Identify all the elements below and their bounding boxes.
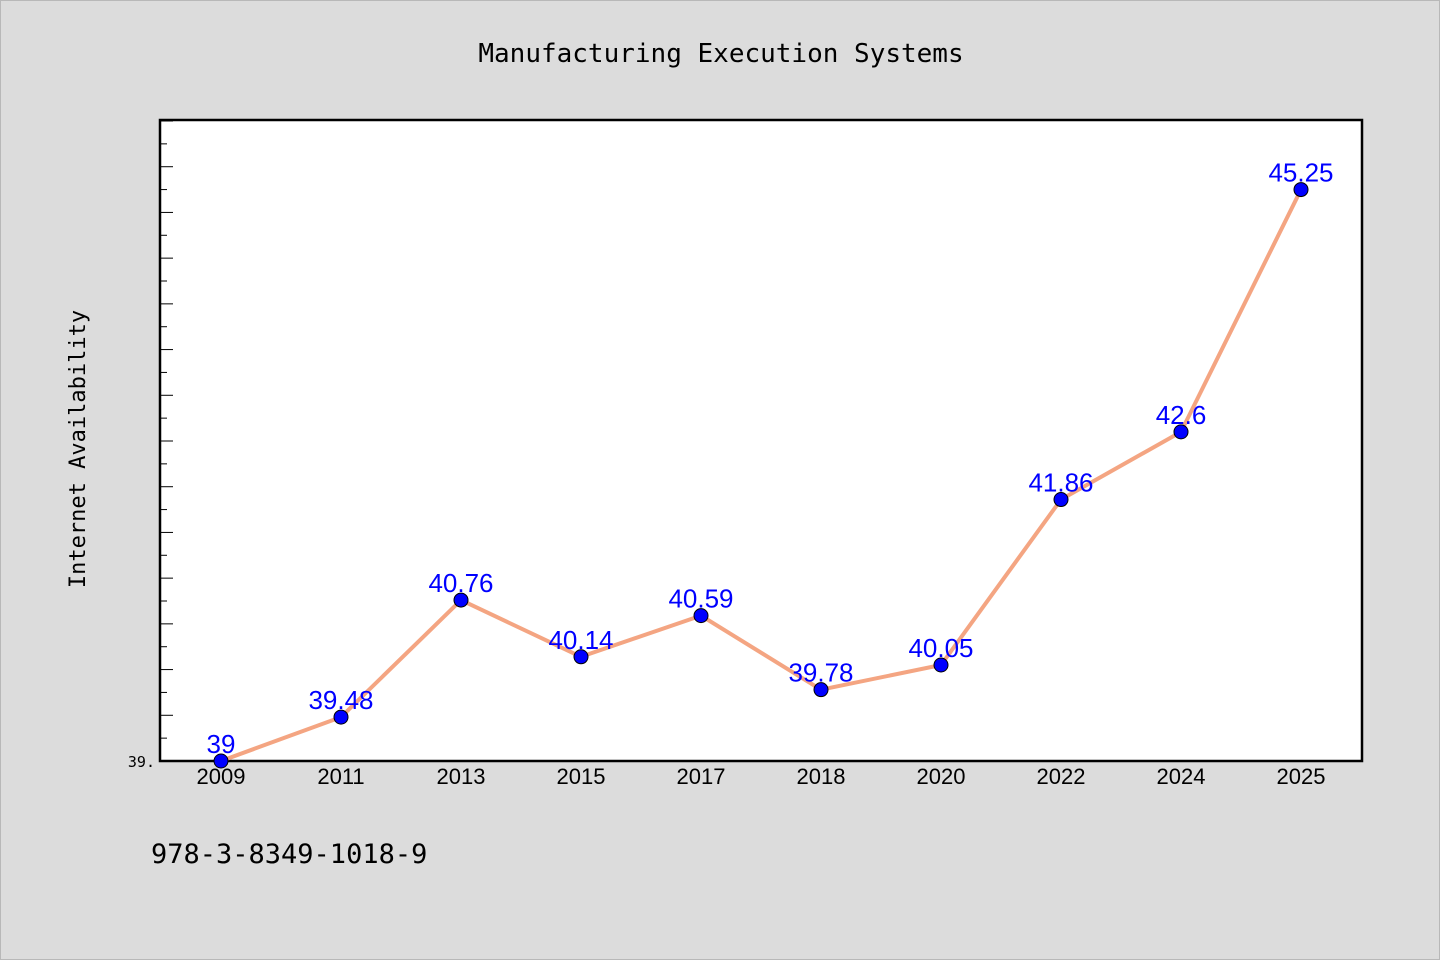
x-axis-tick-labels: 2009 2011 2013 2015 2017 2018 2020 2022 2024 2025 — [197, 764, 1326, 789]
x-tick-label: 2022 — [1037, 764, 1086, 789]
data-label: 42.6 — [1156, 400, 1207, 430]
data-label: 40.14 — [548, 625, 613, 655]
x-tick-label: 2018 — [797, 764, 846, 789]
data-label: 41.86 — [1028, 468, 1093, 498]
data-label: 40.05 — [908, 633, 973, 663]
y-tick-label: 39. — [128, 753, 155, 771]
data-label: 39 — [207, 729, 236, 759]
data-point — [813, 682, 829, 698]
x-tick-label: 2024 — [1157, 764, 1206, 789]
data-label: 39.78 — [788, 658, 853, 688]
data-labels: 39 39.48 40.76 40.14 40.59 39.78 40.05 41.86 42.… — [207, 158, 1334, 759]
isbn-footer: 978-3-8349-1018-9 — [151, 839, 427, 870]
plot-area — [158, 118, 1364, 763]
data-point — [453, 592, 469, 608]
data-point — [333, 709, 349, 725]
x-tick-label: 2011 — [317, 764, 364, 789]
data-point — [693, 608, 709, 624]
series-line — [219, 187, 1303, 763]
x-tick-label: 2013 — [437, 764, 486, 789]
data-point — [1173, 424, 1189, 440]
data-markers — [213, 182, 1309, 769]
chart-title: Manufacturing Execution Systems — [478, 39, 963, 69]
x-tick-label: 2017 — [677, 764, 726, 789]
y-axis-label: Internet Availability — [66, 310, 91, 588]
x-tick-label: 2025 — [1277, 764, 1326, 789]
data-point — [1053, 492, 1069, 508]
data-point — [213, 753, 229, 769]
data-label: 40.59 — [668, 584, 733, 614]
data-label: 45.25 — [1268, 158, 1333, 188]
y-axis-ticks — [161, 120, 173, 762]
data-label: 39.48 — [308, 685, 373, 715]
x-tick-label: 2020 — [917, 764, 966, 789]
data-point — [573, 649, 589, 665]
data-point — [1293, 182, 1309, 198]
data-point — [933, 657, 949, 673]
data-label: 40.76 — [428, 568, 493, 598]
x-tick-label: 2015 — [557, 764, 606, 789]
